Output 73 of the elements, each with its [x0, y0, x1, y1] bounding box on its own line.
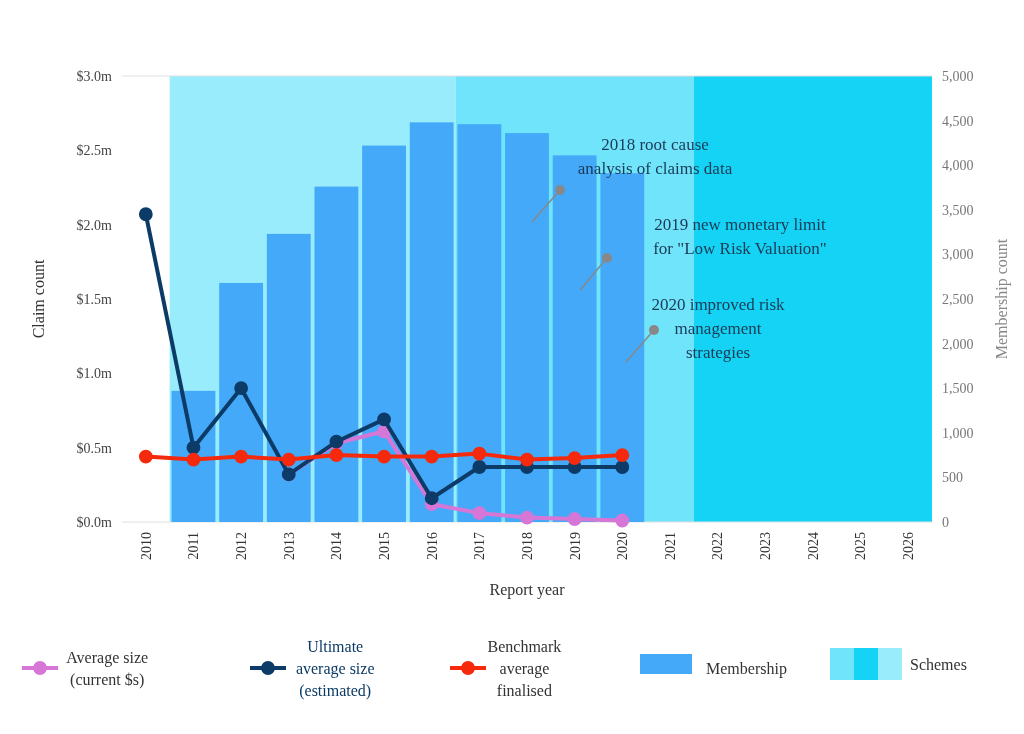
point [186, 440, 201, 455]
point [234, 449, 249, 464]
x-tick-label: 2023 [758, 532, 774, 560]
legend-label: Average size (current $s) [66, 648, 149, 689]
point [472, 460, 487, 474]
text: Ultimate average size (estimated) [295, 637, 375, 700]
point [520, 510, 534, 525]
x-tick-label: 2015 [376, 532, 392, 560]
y2-axis-title: Membership count [993, 238, 1011, 360]
annotation: 2018 root cause analysis of claims data [577, 135, 733, 178]
bar [314, 186, 359, 522]
y-tick-label: $2.0m [76, 217, 113, 233]
y-tick-label: $0.5m [76, 440, 113, 456]
x-tick-label: 2021 [662, 532, 678, 560]
bar [362, 145, 406, 522]
x-tick-label: 2017 [472, 532, 488, 560]
y2-tick-label: 3,000 [942, 247, 974, 263]
point [138, 449, 153, 464]
y2-tick-label: 3,500 [942, 202, 974, 218]
x-tick-label: 2013 [281, 532, 297, 560]
bar [219, 282, 264, 522]
point [186, 452, 201, 467]
legend-label: Membership [706, 659, 787, 678]
point [329, 448, 344, 462]
point [138, 207, 153, 222]
y-tick-label: $0.0m [76, 514, 113, 530]
bar [266, 233, 311, 522]
point [615, 448, 630, 462]
legend-label: Schemes [910, 655, 967, 673]
point [615, 460, 630, 474]
y-tick-label: $2.5m [76, 143, 113, 159]
point [615, 513, 630, 528]
x-tick-label: 2019 [567, 532, 583, 560]
y-tick-label: $1.5m [76, 291, 113, 307]
y-axis-title: Claim count [30, 259, 47, 339]
x-axis-title: Report year [489, 581, 566, 599]
x-tick-label: 2014 [329, 532, 345, 560]
x-tick-label: 2010 [138, 532, 154, 560]
point [424, 491, 439, 506]
y2-tick-label: 0 [942, 514, 949, 530]
point [234, 381, 249, 396]
legend-label: Benchmark average finalised [487, 637, 562, 699]
point [281, 452, 296, 467]
x-tick-label: 2018 [519, 532, 535, 560]
point [567, 512, 582, 526]
x-tick-label: 2024 [805, 532, 821, 560]
point [520, 452, 534, 467]
bar [409, 122, 454, 522]
y-tick-label: $3.0m [76, 68, 113, 84]
bar [457, 124, 502, 522]
bar [505, 133, 549, 522]
y2-tick-label: 1,500 [942, 381, 974, 397]
x-tick-label: 2022 [710, 532, 726, 560]
y2-tick-label: 5,000 [942, 68, 974, 84]
y2-tick-label: 2,500 [942, 291, 974, 307]
y2-tick-label: 4,000 [942, 158, 974, 174]
point [377, 449, 391, 464]
x-tick-label: 2012 [234, 532, 250, 560]
y-tick-label: $1.0m [76, 366, 113, 382]
x-tick-label: 2020 [615, 532, 631, 560]
point [472, 506, 487, 520]
point [472, 446, 487, 461]
y2-tick-label: 4,500 [942, 113, 974, 129]
x-tick-label: 2011 [186, 532, 202, 560]
x-tick-label: 2016 [424, 532, 440, 560]
x-tick-label: 2025 [853, 532, 869, 560]
y2-tick-label: 2,000 [942, 336, 974, 352]
x-tick-label: 2026 [901, 532, 917, 560]
y2-tick-label: 500 [942, 470, 963, 486]
y2-tick-label: 1,000 [942, 425, 974, 441]
point [567, 451, 582, 465]
point [424, 449, 439, 464]
point [377, 412, 391, 427]
